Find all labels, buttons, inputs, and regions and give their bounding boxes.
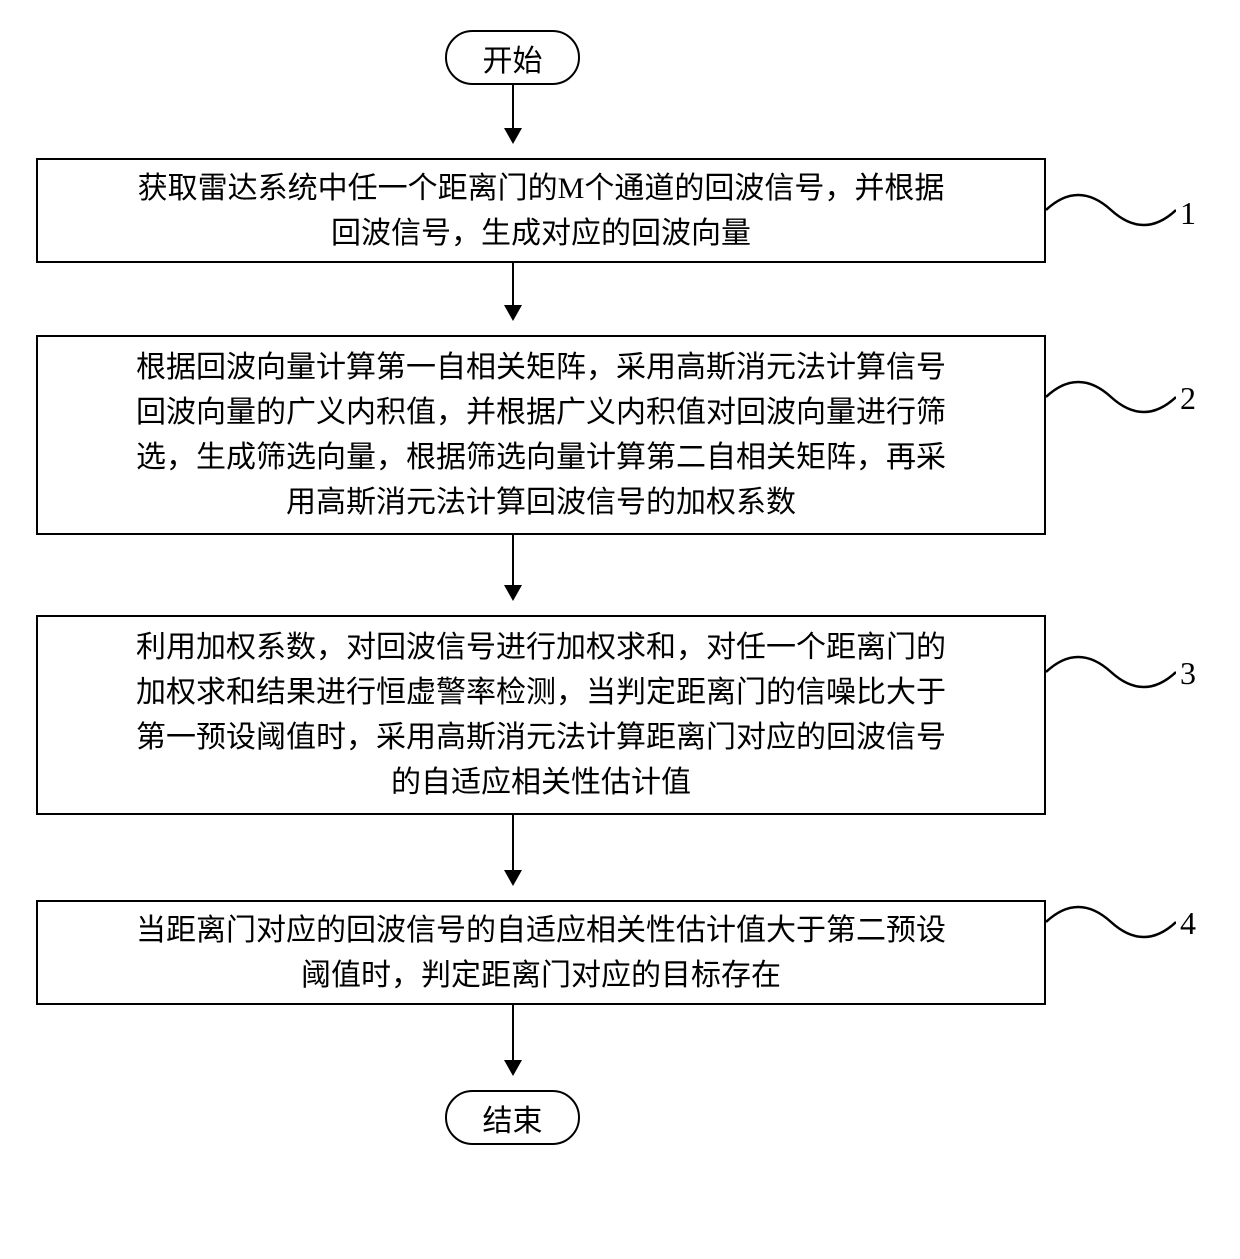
arrow-step1-step2 xyxy=(512,263,514,319)
step2-node: 根据回波向量计算第一自相关矩阵，采用高斯消元法计算信号 回波向量的广义内积值，并… xyxy=(36,335,1046,535)
wave-connector-2 xyxy=(1046,372,1176,422)
step1-node: 获取雷达系统中任一个距离门的M个通道的回波信号，并根据 回波信号，生成对应的回波… xyxy=(36,158,1046,263)
start-label: 开始 xyxy=(483,36,543,80)
step2-label: 根据回波向量计算第一自相关矩阵，采用高斯消元法计算信号 回波向量的广义内积值，并… xyxy=(136,345,946,525)
step1-number: 1 xyxy=(1180,195,1196,232)
end-label: 结束 xyxy=(483,1096,543,1140)
step4-label: 当距离门对应的回波信号的自适应相关性估计值大于第二预设 阈值时，判定距离门对应的… xyxy=(136,908,946,998)
wave-connector-1 xyxy=(1046,185,1176,235)
arrow-step2-step3 xyxy=(512,535,514,599)
step4-node: 当距离门对应的回波信号的自适应相关性估计值大于第二预设 阈值时，判定距离门对应的… xyxy=(36,900,1046,1005)
step3-number: 3 xyxy=(1180,655,1196,692)
step3-label: 利用加权系数，对回波信号进行加权求和，对任一个距离门的 加权求和结果进行恒虚警率… xyxy=(136,625,946,805)
arrow-step3-step4 xyxy=(512,815,514,884)
wave-connector-4 xyxy=(1046,897,1176,947)
step3-node: 利用加权系数，对回波信号进行加权求和，对任一个距离门的 加权求和结果进行恒虚警率… xyxy=(36,615,1046,815)
step2-number: 2 xyxy=(1180,380,1196,417)
end-node: 结束 xyxy=(445,1090,580,1145)
wave-connector-3 xyxy=(1046,647,1176,697)
step4-number: 4 xyxy=(1180,905,1196,942)
arrow-step4-end xyxy=(512,1005,514,1074)
step1-label: 获取雷达系统中任一个距离门的M个通道的回波信号，并根据 回波信号，生成对应的回波… xyxy=(138,166,945,256)
flowchart-container: 开始 获取雷达系统中任一个距离门的M个通道的回波信号，并根据 回波信号，生成对应… xyxy=(0,0,1240,1259)
start-node: 开始 xyxy=(445,30,580,85)
arrow-start-step1 xyxy=(512,85,514,142)
